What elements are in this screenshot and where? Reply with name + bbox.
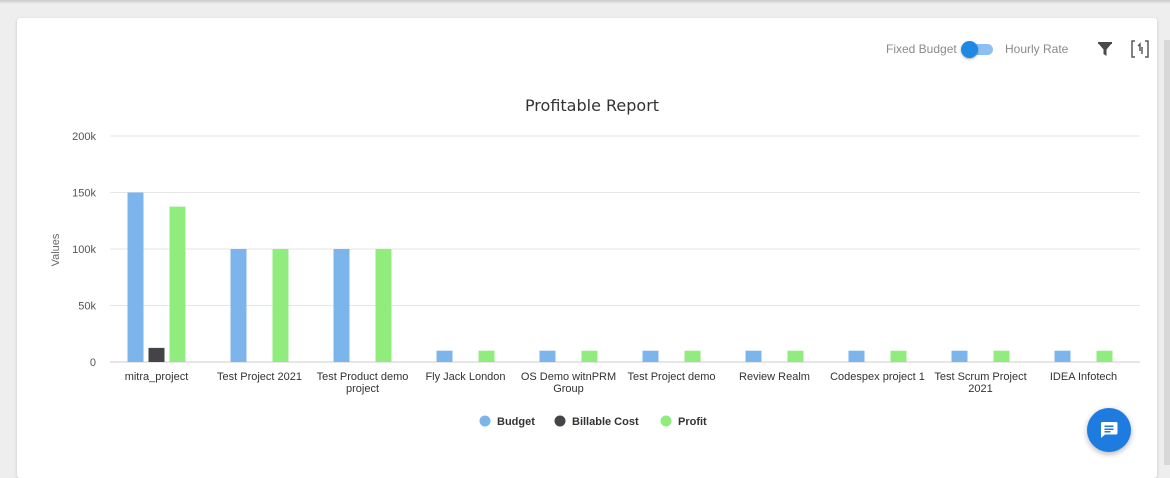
- x-tick-label: Test Product demo project: [317, 371, 409, 395]
- legend-item-profit[interactable]: Profit: [660, 415, 708, 429]
- legend-label: Budget: [497, 416, 535, 428]
- x-tick-label: Fly Jack London: [425, 371, 505, 383]
- bar-budget[interactable]: [951, 350, 968, 362]
- toggle-track: [963, 44, 993, 55]
- toggle-thumb: [961, 41, 978, 58]
- bar-profit[interactable]: [581, 350, 598, 362]
- chat-icon: [1100, 422, 1118, 438]
- legend-label: Profit: [678, 416, 707, 428]
- bar-profit[interactable]: [478, 350, 495, 362]
- bar-budget[interactable]: [745, 350, 762, 362]
- chat-button[interactable]: [1087, 408, 1131, 452]
- chart-title: Profitable Report: [525, 96, 659, 115]
- profitable-report-chart: Profitable Report Values 0 50k 100k 150k 200…: [50, 96, 1140, 429]
- bar-profit[interactable]: [890, 350, 907, 362]
- bar-budget[interactable]: [848, 350, 865, 362]
- y-tick-label: 50k: [78, 301, 96, 313]
- window-top-edge: [0, 0, 1170, 4]
- scrollbar[interactable]: [1164, 40, 1170, 465]
- legend-marker: [554, 415, 566, 427]
- bar-profit[interactable]: [169, 206, 186, 362]
- y-tick-label: 200k: [72, 131, 96, 143]
- legend-item-billable-cost[interactable]: Billable Cost: [554, 415, 639, 429]
- bar-budget[interactable]: [1054, 350, 1071, 362]
- bar-profit[interactable]: [684, 350, 701, 362]
- fixed-budget-label: Fixed Budget: [886, 42, 957, 56]
- x-tick-label: OS Demo witnPRM Group: [521, 371, 616, 395]
- x-tick-label: Test Scrum Project 2021: [934, 371, 1026, 395]
- legend-marker: [479, 415, 491, 427]
- bar-profit[interactable]: [272, 249, 289, 362]
- bar-profit[interactable]: [993, 350, 1010, 362]
- legend-label: Billable Cost: [572, 416, 639, 428]
- bar-billable-cost[interactable]: [148, 347, 165, 362]
- filter-icon[interactable]: [1096, 40, 1114, 63]
- bar-budget[interactable]: [127, 192, 144, 363]
- x-tick-label: Review Realm: [739, 371, 810, 383]
- legend-marker: [660, 415, 672, 427]
- bar-profit[interactable]: [375, 249, 392, 362]
- x-tick-label: mitra_project: [125, 371, 189, 383]
- x-tick-label: Codespex project 1: [830, 371, 925, 383]
- y-tick-label: 0: [90, 357, 96, 369]
- y-tick-label: 100k: [72, 244, 96, 256]
- budget-type-toggle[interactable]: [961, 41, 993, 58]
- bar-budget[interactable]: [642, 350, 659, 362]
- x-tick-label: Test Project 2021: [217, 371, 302, 383]
- bar-budget[interactable]: [230, 249, 247, 362]
- bar-budget[interactable]: [436, 350, 453, 362]
- bar-budget[interactable]: [539, 350, 556, 362]
- y-axis-title: Values: [50, 233, 62, 266]
- legend-item-budget[interactable]: Budget: [479, 415, 536, 429]
- report-card: [17, 18, 1157, 478]
- hourly-rate-label: Hourly Rate: [1005, 42, 1069, 56]
- bar-budget[interactable]: [333, 249, 350, 362]
- x-tick-label: Test Project demo: [627, 371, 715, 383]
- y-tick-label: 150k: [72, 188, 96, 200]
- x-tick-label: IDEA Infotech: [1050, 371, 1117, 383]
- bar-profit[interactable]: [787, 350, 804, 362]
- fullscreen-icon[interactable]: [1130, 39, 1150, 64]
- bar-profit[interactable]: [1096, 350, 1113, 362]
